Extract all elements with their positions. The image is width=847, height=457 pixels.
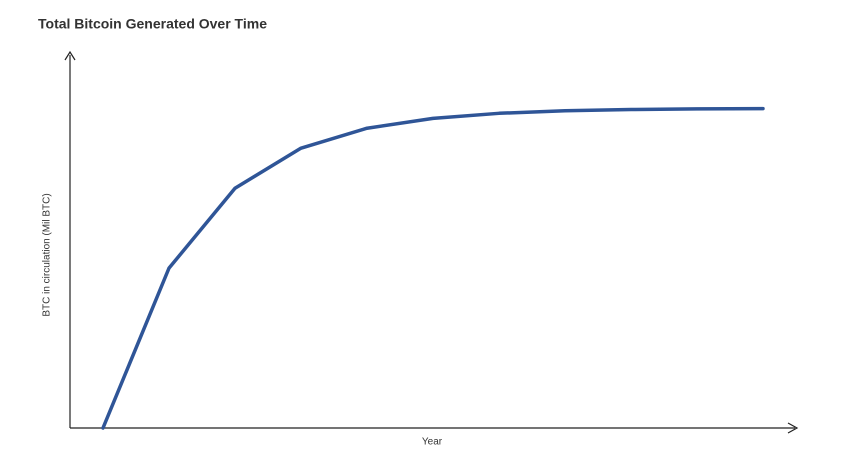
y-axis-arrow	[64, 50, 76, 61]
y-axis-label: BTC in circulation (Mil BTC)	[42, 193, 53, 316]
chart-title: Total Bitcoin Generated Over Time	[38, 16, 267, 32]
x-axis-label: Year	[422, 437, 443, 448]
data-line	[101, 106, 765, 430]
x-axis-arrow	[787, 422, 799, 434]
